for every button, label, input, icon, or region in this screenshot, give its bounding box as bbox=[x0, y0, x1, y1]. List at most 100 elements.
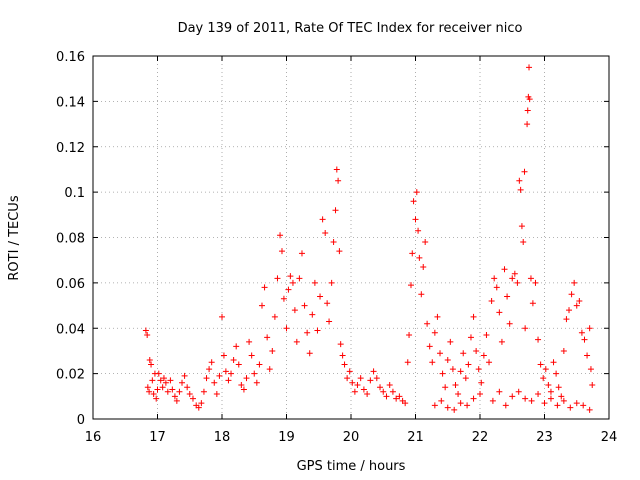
data-point bbox=[169, 386, 176, 393]
data-point bbox=[383, 393, 390, 400]
x-axis-label: GPS time / hours bbox=[297, 459, 406, 474]
data-point bbox=[233, 343, 240, 350]
chart-title: Day 139 of 2011, Rate Of TEC Index for r… bbox=[178, 21, 523, 36]
data-point bbox=[415, 227, 422, 234]
y-tick-label: 0.1 bbox=[64, 186, 85, 201]
data-point bbox=[518, 223, 525, 230]
data-point bbox=[377, 384, 384, 391]
data-point bbox=[154, 386, 161, 393]
x-tick-label: 24 bbox=[601, 430, 618, 445]
data-point bbox=[413, 189, 420, 196]
data-point bbox=[271, 313, 278, 320]
axis-ticks: 16 17 18 19 20 21 22 23 24 0 0.02 0.04 0.06 0.08 0.1 0.… bbox=[56, 50, 617, 445]
y-tick-label: 0 bbox=[77, 413, 85, 428]
data-point bbox=[162, 379, 169, 386]
data-point bbox=[437, 350, 444, 357]
data-point bbox=[186, 391, 193, 398]
data-point bbox=[511, 270, 518, 277]
data-point bbox=[496, 309, 503, 316]
x-tick-label: 18 bbox=[214, 430, 231, 445]
data-point bbox=[584, 352, 591, 359]
data-point bbox=[173, 397, 180, 404]
data-point bbox=[238, 381, 245, 388]
data-point bbox=[367, 377, 374, 384]
data-point bbox=[336, 248, 343, 255]
data-point bbox=[566, 307, 573, 314]
data-point bbox=[225, 377, 232, 384]
data-point bbox=[354, 381, 361, 388]
data-point bbox=[406, 332, 413, 339]
data-point bbox=[506, 320, 513, 327]
data-point bbox=[573, 400, 580, 407]
data-point bbox=[277, 232, 284, 239]
data-point bbox=[455, 391, 462, 398]
data-point bbox=[213, 391, 220, 398]
y-tick-label: 0.08 bbox=[56, 232, 85, 247]
data-point bbox=[554, 402, 561, 409]
data-point bbox=[431, 329, 438, 336]
data-point bbox=[493, 284, 500, 291]
data-point bbox=[528, 397, 535, 404]
data-point bbox=[389, 388, 396, 395]
data-point bbox=[264, 334, 271, 341]
data-point bbox=[541, 400, 548, 407]
data-point bbox=[555, 384, 562, 391]
data-point bbox=[283, 325, 290, 332]
data-point bbox=[486, 359, 493, 366]
data-point bbox=[496, 388, 503, 395]
data-point bbox=[235, 361, 242, 368]
data-point bbox=[422, 239, 429, 246]
data-point bbox=[274, 275, 281, 282]
data-point bbox=[444, 357, 451, 364]
data-point bbox=[142, 327, 149, 334]
data-point bbox=[568, 291, 575, 298]
y-tick-label: 0.02 bbox=[56, 368, 85, 383]
data-point bbox=[293, 338, 300, 345]
data-point bbox=[285, 286, 292, 293]
data-point bbox=[228, 370, 235, 377]
data-point bbox=[322, 229, 329, 236]
data-point bbox=[526, 64, 533, 71]
data-point bbox=[222, 368, 229, 375]
data-point bbox=[351, 388, 358, 395]
data-point bbox=[269, 347, 276, 354]
data-point bbox=[526, 96, 533, 103]
x-tick-label: 19 bbox=[278, 430, 295, 445]
data-point bbox=[333, 166, 340, 173]
data-point bbox=[464, 402, 471, 409]
data-point bbox=[514, 279, 521, 286]
data-point bbox=[550, 359, 557, 366]
data-point bbox=[206, 366, 213, 373]
data-point bbox=[167, 377, 174, 384]
data-point bbox=[547, 395, 554, 402]
data-point bbox=[404, 359, 411, 366]
data-point bbox=[589, 381, 596, 388]
data-point bbox=[540, 375, 547, 382]
data-point bbox=[380, 388, 387, 395]
data-point bbox=[298, 250, 305, 257]
data-point bbox=[426, 343, 433, 350]
data-point bbox=[301, 302, 308, 309]
data-point bbox=[396, 393, 403, 400]
data-point bbox=[586, 406, 593, 413]
data-point bbox=[240, 386, 247, 393]
data-point bbox=[444, 404, 451, 411]
data-point bbox=[164, 388, 171, 395]
data-point bbox=[504, 293, 511, 300]
data-point bbox=[144, 384, 151, 391]
data-point bbox=[560, 397, 567, 404]
data-point bbox=[357, 375, 364, 382]
data-point bbox=[402, 400, 409, 407]
data-point bbox=[470, 313, 477, 320]
data-point bbox=[155, 370, 162, 377]
data-point bbox=[328, 279, 335, 286]
data-point bbox=[291, 307, 298, 314]
data-point bbox=[457, 368, 464, 375]
data-point bbox=[460, 350, 467, 357]
data-point bbox=[160, 375, 167, 382]
data-point bbox=[491, 275, 498, 282]
data-point bbox=[418, 291, 425, 298]
data-point bbox=[373, 375, 380, 382]
data-point bbox=[349, 379, 356, 386]
data-point bbox=[576, 298, 583, 305]
